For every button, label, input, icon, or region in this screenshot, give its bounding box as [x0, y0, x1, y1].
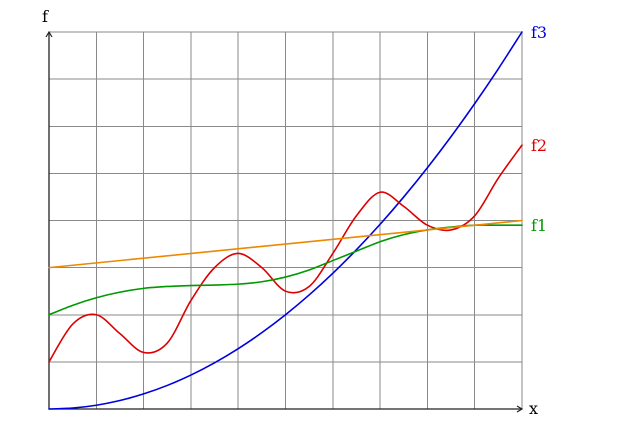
x-axis-label: x [529, 399, 538, 418]
series-label-f3: f3 [531, 23, 547, 42]
y-axis-label: f [42, 7, 49, 26]
y-axis-arrow [45, 30, 53, 38]
grid [48, 31, 523, 410]
series-label-f1: f1 [531, 216, 547, 235]
series-line-3 [48, 219, 523, 269]
series-line-f3 [48, 31, 523, 410]
series-label-f2: f2 [531, 136, 547, 155]
series-layer: f3 f2 f1 [48, 23, 547, 410]
series-line-f2 [48, 144, 523, 363]
x-axis-arrow [516, 405, 524, 413]
axes: x f [42, 7, 538, 418]
